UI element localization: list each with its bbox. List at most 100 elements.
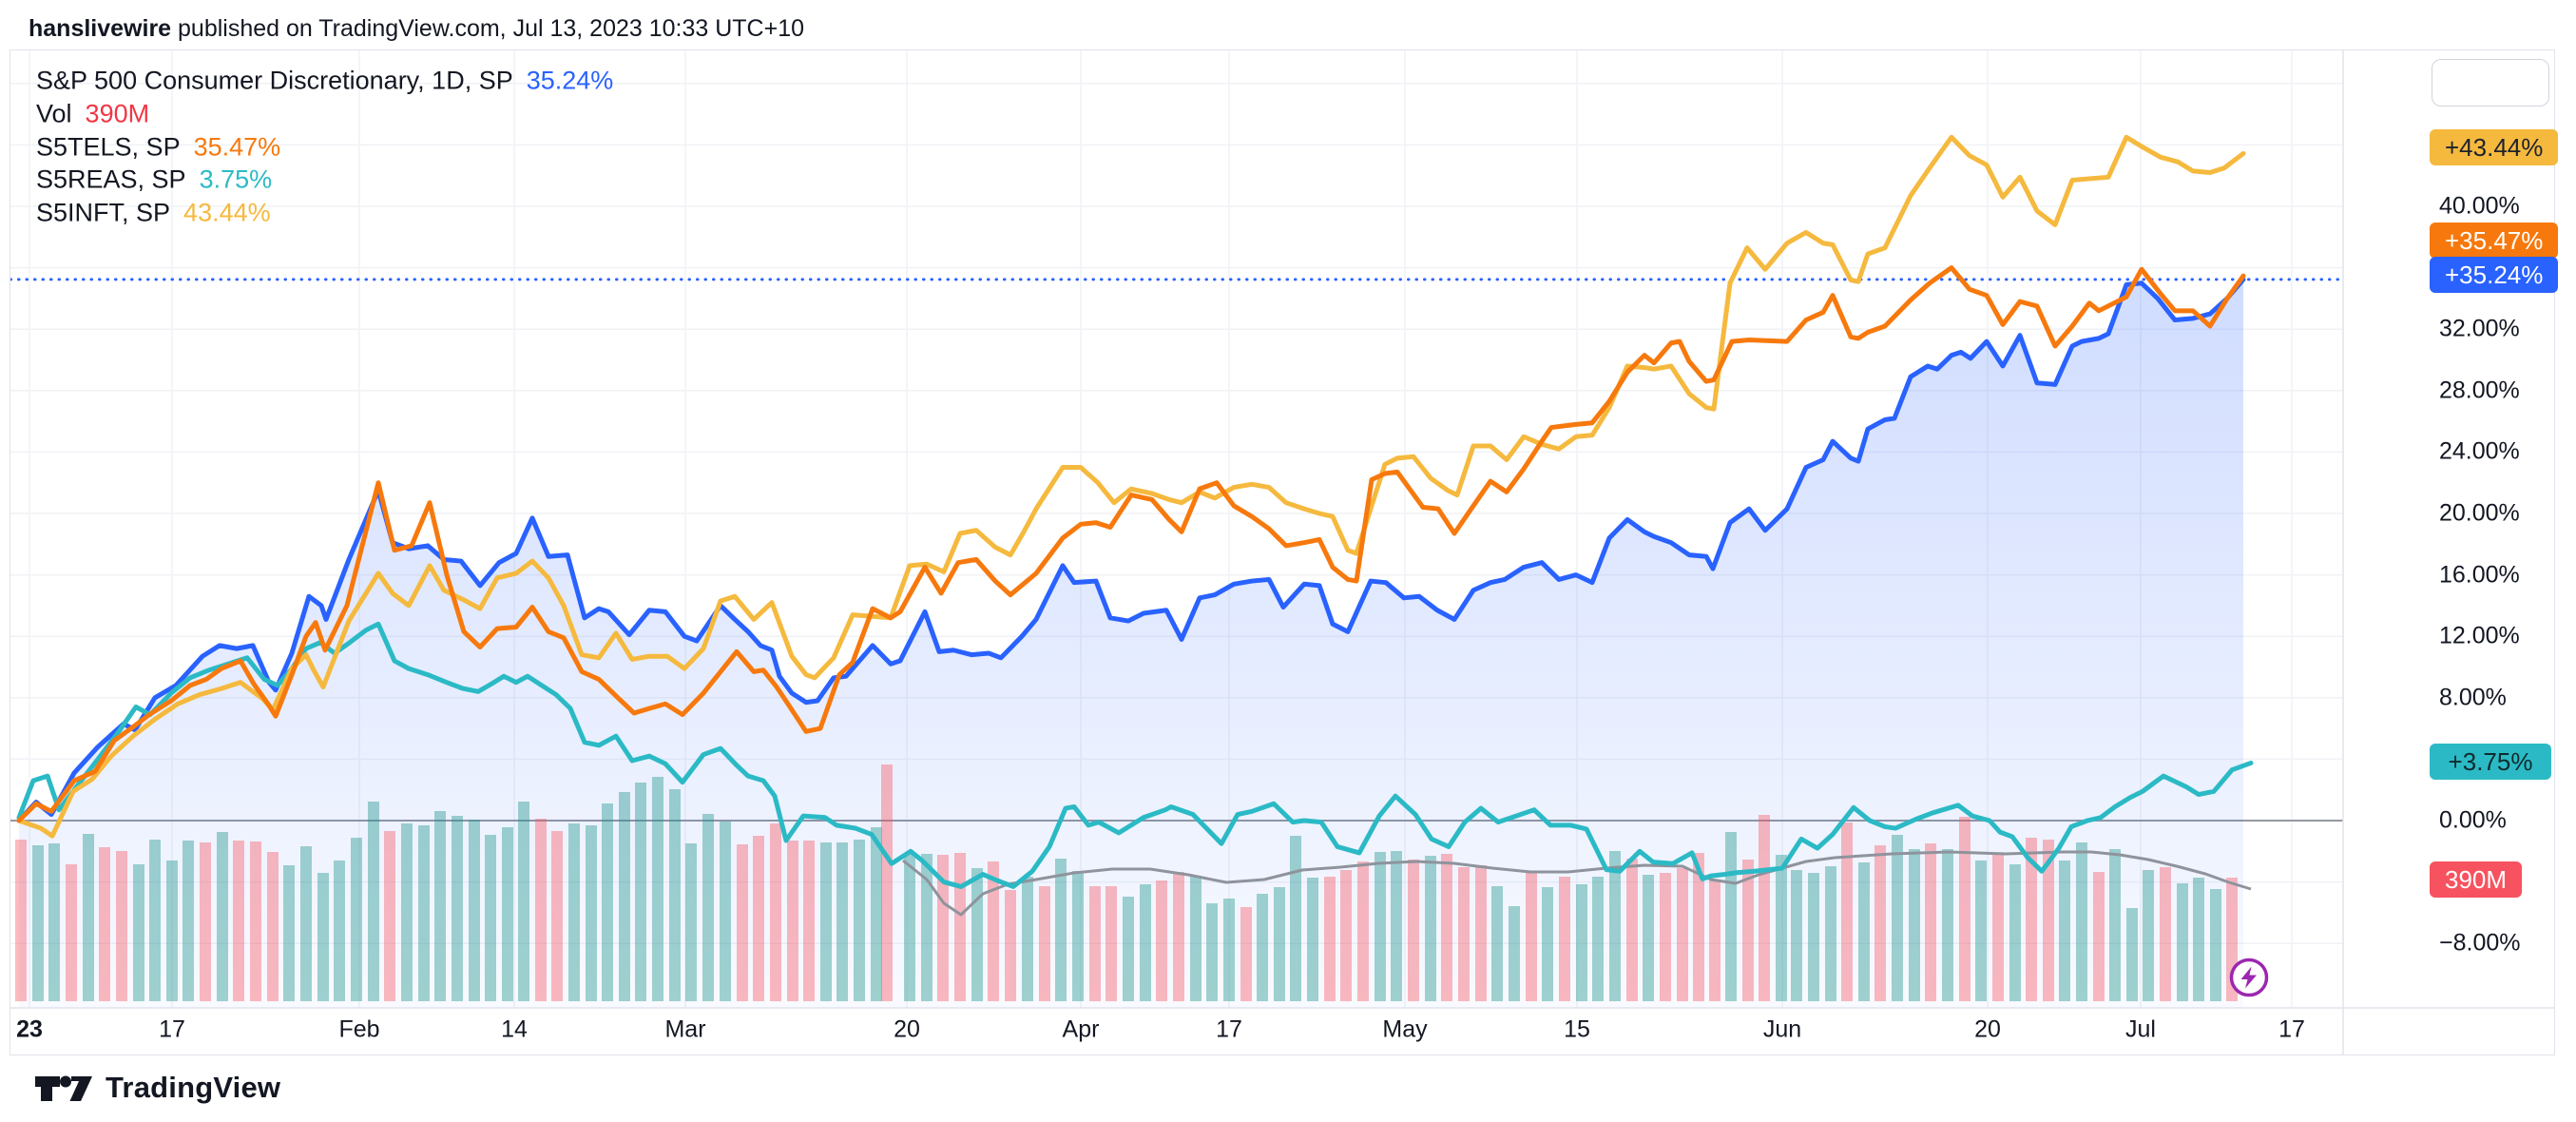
- volume-bar: [2193, 878, 2204, 1001]
- volume-bar: [1660, 873, 1671, 1001]
- volume-bar: [1408, 860, 1419, 1001]
- tradingview-logo-link[interactable]: TradingView: [33, 1069, 280, 1107]
- volume-bar: [854, 840, 865, 1001]
- volume-bar: [1307, 878, 1318, 1001]
- volume-bar: [871, 827, 882, 1001]
- volume-bar: [1509, 906, 1520, 1001]
- volume-bar: [1441, 854, 1452, 1001]
- volume-bar: [1759, 815, 1770, 1001]
- legend-value: 3.75%: [199, 164, 273, 194]
- volume-bar: [635, 783, 646, 1001]
- price-axis-label: 24.00%: [2439, 437, 2520, 465]
- badge-value: +3.75%: [2430, 744, 2551, 780]
- volume-bar: [685, 843, 697, 1001]
- volume-bar: [803, 841, 815, 1001]
- legend-label: S5REAS, SP: [36, 164, 186, 194]
- volume-bar: [1909, 849, 1920, 1001]
- flash-snapshot-button[interactable]: [2228, 957, 2270, 998]
- volume-bar: [1475, 865, 1487, 1001]
- legend-row-s5reas[interactable]: S5REAS, SP 3.75%: [36, 165, 272, 195]
- volume-bar: [1089, 886, 1101, 1001]
- volume-bar: [937, 855, 949, 1001]
- volume-bar: [1005, 890, 1016, 1001]
- volume-bar: [434, 811, 446, 1001]
- volume-bar: [15, 840, 27, 1001]
- volume-bar: [1808, 873, 1819, 1001]
- volume-bar: [1206, 903, 1218, 1001]
- volume-bar: [1825, 866, 1836, 1001]
- legend-row-volume[interactable]: Vol 390M: [36, 100, 149, 129]
- price-line-s5inft: [16, 134, 2246, 839]
- volume-bar: [83, 834, 94, 1001]
- legend-label: S&P 500 Consumer Discretionary, 1D, SP: [36, 66, 513, 95]
- volume-bar: [2160, 867, 2171, 1001]
- volume-bar: [1841, 822, 1853, 1001]
- price-axis-label: 0.00%: [2439, 806, 2507, 834]
- volume-bar: [1340, 870, 1352, 1001]
- legend-label: Vol: [36, 99, 72, 128]
- time-axis-label: May: [1382, 1016, 1428, 1043]
- price-axis-label: 12.00%: [2439, 622, 2520, 649]
- badge-value: 390M: [2430, 861, 2523, 898]
- price-axis-label: 8.00%: [2439, 684, 2507, 711]
- volume-bar: [1576, 884, 1587, 1001]
- legend-value: 35.24%: [526, 66, 614, 95]
- price-axis-label: 40.00%: [2439, 192, 2520, 220]
- volume-bar: [166, 861, 178, 1001]
- volume-bar: [586, 825, 597, 1001]
- time-axis-label: 17: [159, 1016, 185, 1043]
- volume-bar: [1425, 856, 1436, 1001]
- volume-bar: [753, 836, 764, 1001]
- price-line-s5cond: [16, 277, 2246, 823]
- author-name: hanslivewire: [29, 15, 172, 42]
- volume-bar: [551, 831, 563, 1001]
- volume-bar: [1742, 860, 1754, 1001]
- volume-bar: [2109, 849, 2121, 1001]
- volume-bar: [971, 868, 983, 1001]
- volume-bar: [1526, 872, 1537, 1001]
- volume-bar: [787, 841, 798, 1001]
- volume-bar: [133, 864, 144, 1001]
- volume-bar: [1123, 897, 1134, 1001]
- volume-bar: [1942, 849, 1953, 1001]
- volume-bar: [720, 822, 731, 1001]
- badge-value: +35.47%: [2430, 222, 2559, 259]
- volume-bar: [2059, 861, 2070, 1001]
- volume-bar: [2093, 872, 2105, 1001]
- lightning-icon: [2229, 958, 2269, 997]
- legend-label: S5INFT, SP: [36, 198, 171, 227]
- volume-bar: [1643, 875, 1654, 1001]
- volume-bar: [904, 854, 915, 1001]
- volume-bar: [1223, 899, 1235, 1001]
- legend-row-s5inft[interactable]: S5INFT, SP 43.44%: [36, 199, 271, 228]
- volume-bar: [418, 825, 430, 1001]
- top-right-toolbar[interactable]: [2432, 59, 2549, 106]
- volume-bar: [2210, 889, 2221, 1001]
- volume-bar: [401, 823, 413, 1001]
- volume-bar: [1559, 877, 1570, 1001]
- legend-value: 390M: [85, 99, 150, 128]
- time-axis-label: 14: [501, 1016, 528, 1043]
- volume-bar: [1874, 845, 1886, 1001]
- volume-bar: [317, 873, 329, 1001]
- volume-bar: [2076, 842, 2087, 1001]
- volume-bar: [2177, 883, 2188, 1001]
- volume-bar: [300, 846, 312, 1001]
- tradingview-logo-text: TradingView: [106, 1071, 281, 1104]
- volume-bar: [1975, 861, 1987, 1001]
- legend-row-main-symbol[interactable]: S&P 500 Consumer Discretionary, 1D, SP 35…: [36, 67, 613, 96]
- volume-bar: [881, 764, 893, 1001]
- legend-row-s5tels[interactable]: S5TELS, SP 35.47%: [36, 133, 280, 163]
- volume-bar: [116, 851, 127, 1001]
- price-line-s5tels: [16, 265, 2246, 823]
- volume-bar: [351, 838, 362, 1001]
- time-axis-label: 23: [16, 1016, 43, 1043]
- volume-bar: [737, 844, 748, 1001]
- volume-bar: [1626, 859, 1638, 1001]
- volume-bar: [1542, 887, 1553, 1001]
- publish-attribution: hanslivewire published on TradingView.co…: [29, 15, 804, 43]
- volume-bar: [48, 843, 60, 1001]
- volume-bar: [1925, 843, 1936, 1001]
- volume-bar: [988, 861, 999, 1001]
